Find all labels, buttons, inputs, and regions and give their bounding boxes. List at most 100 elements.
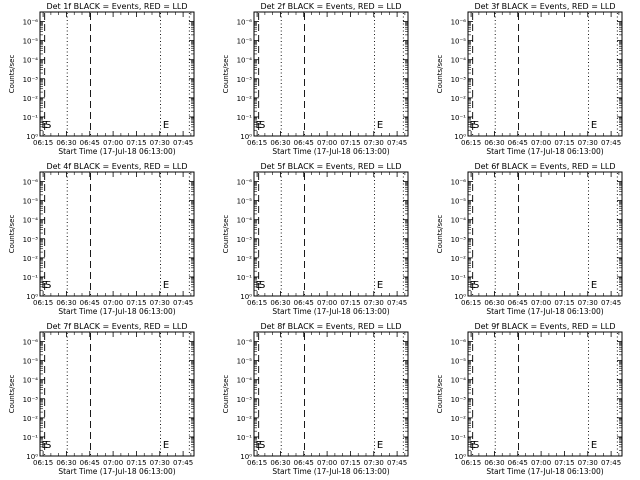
y-tick-label: 10⁻² xyxy=(451,415,467,423)
x-tick-label: 07:00 xyxy=(531,299,551,307)
panel-6: Det 6f BLACK = Events, RED = LLD 10⁰ 10⁻¹ 1… xyxy=(436,162,623,316)
y-tick-label: 10⁻⁶ xyxy=(237,179,253,187)
x-tick-label: 06:30 xyxy=(56,459,76,467)
panel-title: Det 8f BLACK = Events, RED = LLD xyxy=(260,322,401,331)
x-tick-label: 07:30 xyxy=(578,459,598,467)
x-tick-label: 06:30 xyxy=(56,299,76,307)
y-axis-label: Counts/sec xyxy=(8,375,16,414)
x-tick-label: 06:45 xyxy=(508,139,528,147)
end-marker: E xyxy=(591,440,597,451)
x-axis-label: Start Time (17-Jul-18 06:13:00) xyxy=(272,307,389,316)
y-tick-label: 10⁰ xyxy=(26,133,38,141)
y-tick-label: 10⁻⁵ xyxy=(23,358,39,366)
x-tick-label: 07:15 xyxy=(340,139,360,147)
panel-title: Det 3f BLACK = Events, RED = LLD xyxy=(474,2,615,11)
x-axis-label: Start Time (17-Jul-18 06:13:00) xyxy=(486,467,603,476)
x-axis-label: Start Time (17-Jul-18 06:13:00) xyxy=(272,147,389,156)
y-tick-label: 10⁻⁵ xyxy=(451,198,467,206)
end-marker: E xyxy=(256,280,262,291)
x-tick-label: 07:00 xyxy=(103,139,123,147)
y-tick-label: 10⁻⁴ xyxy=(23,57,39,65)
plot-frame xyxy=(39,331,195,457)
y-tick-label: 10⁻² xyxy=(237,415,253,423)
y-tick-label: 10⁻³ xyxy=(23,396,39,404)
y-tick-label: 10⁻¹ xyxy=(23,434,39,442)
panel-9: Det 9f BLACK = Events, RED = LLD 10⁰ 10⁻¹ 1… xyxy=(436,322,623,476)
start-marker: S xyxy=(259,280,265,291)
x-tick-label: 06:45 xyxy=(294,139,314,147)
y-axis-label: Counts/sec xyxy=(222,215,230,254)
x-tick-label: 07:45 xyxy=(387,299,407,307)
x-tick-label: 06:45 xyxy=(80,299,100,307)
panel-title: Det 6f BLACK = Events, RED = LLD xyxy=(474,162,615,171)
panel-title: Det 5f BLACK = Events, RED = LLD xyxy=(260,162,401,171)
x-tick-label: 07:15 xyxy=(126,139,146,147)
y-tick-label: 10⁻⁵ xyxy=(237,38,253,46)
y-tick-label: 10⁻² xyxy=(451,95,467,103)
x-tick-label: 07:30 xyxy=(150,459,170,467)
panel-title: Det 1f BLACK = Events, RED = LLD xyxy=(46,2,187,11)
x-tick-label: 07:15 xyxy=(126,299,146,307)
y-tick-label: 10⁻³ xyxy=(451,396,467,404)
end-marker: E xyxy=(377,280,383,291)
panel-3: Det 3f BLACK = Events, RED = LLD 10⁰ 10⁻¹ 1… xyxy=(436,2,623,156)
y-tick-label: 10⁻³ xyxy=(237,76,253,84)
x-tick-label: 07:00 xyxy=(531,459,551,467)
y-tick-label: 10⁰ xyxy=(240,293,252,301)
end-marker: E xyxy=(591,120,597,131)
y-tick-label: 10⁻⁶ xyxy=(23,19,39,27)
y-tick-label: 10⁻⁵ xyxy=(451,38,467,46)
x-tick-label: 07:15 xyxy=(554,139,574,147)
x-tick-label: 06:15 xyxy=(461,459,481,467)
y-tick-label: 10⁻⁴ xyxy=(237,217,253,225)
x-axis-label: Start Time (17-Jul-18 06:13:00) xyxy=(58,467,175,476)
x-tick-label: 07:30 xyxy=(150,299,170,307)
y-tick-label: 10⁻⁶ xyxy=(237,339,253,347)
y-tick-label: 10⁻¹ xyxy=(237,434,253,442)
x-axis-label: Start Time (17-Jul-18 06:13:00) xyxy=(58,147,175,156)
end-marker: E xyxy=(256,440,262,451)
y-tick-label: 10⁻² xyxy=(23,95,39,103)
panel-title: Det 4f BLACK = Events, RED = LLD xyxy=(46,162,187,171)
x-tick-label: 06:30 xyxy=(56,139,76,147)
panel-4: Det 4f BLACK = Events, RED = LLD 10⁰ 10⁻¹ 1… xyxy=(8,162,195,316)
start-marker: S xyxy=(473,440,479,451)
x-tick-label: 07:45 xyxy=(387,459,407,467)
x-tick-label: 07:15 xyxy=(340,299,360,307)
plot-frame xyxy=(253,11,409,137)
end-marker: E xyxy=(591,280,597,291)
y-tick-label: 10⁻² xyxy=(23,415,39,423)
y-tick-label: 10⁰ xyxy=(26,293,38,301)
y-tick-label: 10⁻⁴ xyxy=(451,217,467,225)
x-tick-label: 07:00 xyxy=(531,139,551,147)
panel-2: Det 2f BLACK = Events, RED = LLD 10⁰ 10⁻¹ 1… xyxy=(222,2,409,156)
y-tick-label: 10⁻¹ xyxy=(237,274,253,282)
x-tick-label: 07:00 xyxy=(103,459,123,467)
x-tick-label: 06:30 xyxy=(484,139,504,147)
panel-5: Det 5f BLACK = Events, RED = LLD 10⁰ 10⁻¹ 1… xyxy=(222,162,409,316)
plot-frame xyxy=(467,171,623,297)
end-marker: E xyxy=(377,440,383,451)
x-tick-label: 06:30 xyxy=(484,459,504,467)
end-marker: E xyxy=(256,120,262,131)
x-tick-label: 06:15 xyxy=(33,299,53,307)
y-tick-label: 10⁻¹ xyxy=(237,114,253,122)
x-tick-label: 06:15 xyxy=(461,299,481,307)
x-tick-label: 07:30 xyxy=(364,459,384,467)
y-tick-label: 10⁰ xyxy=(454,453,466,461)
x-tick-label: 06:30 xyxy=(270,299,290,307)
y-tick-label: 10⁰ xyxy=(26,453,38,461)
x-axis-label: Start Time (17-Jul-18 06:13:00) xyxy=(272,467,389,476)
x-tick-label: 07:30 xyxy=(364,299,384,307)
end-marker: E xyxy=(377,120,383,131)
y-tick-label: 10⁻⁶ xyxy=(451,179,467,187)
y-tick-label: 10⁻¹ xyxy=(23,114,39,122)
y-tick-label: 10⁻⁴ xyxy=(23,217,39,225)
panel-title: Det 9f BLACK = Events, RED = LLD xyxy=(474,322,615,331)
y-tick-label: 10⁻⁵ xyxy=(237,358,253,366)
plot-frame xyxy=(39,11,195,137)
y-tick-label: 10⁻⁵ xyxy=(451,358,467,366)
y-tick-label: 10⁻³ xyxy=(237,396,253,404)
y-tick-label: 10⁻¹ xyxy=(23,274,39,282)
x-axis-label: Start Time (17-Jul-18 06:13:00) xyxy=(486,147,603,156)
